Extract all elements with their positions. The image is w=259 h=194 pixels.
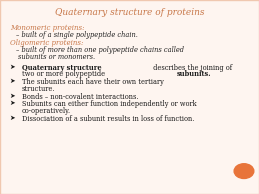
Text: co-operatively.: co-operatively. [22,107,71,115]
Text: Monomeric proteins:: Monomeric proteins: [10,24,85,32]
Text: ➤: ➤ [9,64,15,70]
Text: structure.: structure. [22,85,55,93]
Text: – built of more than one polypeptide chains called: – built of more than one polypeptide cha… [16,46,184,54]
Circle shape [234,164,254,178]
Text: ➤: ➤ [9,78,15,84]
Text: The subunits each have their own tertiary: The subunits each have their own tertiar… [22,78,164,86]
Text: ➤: ➤ [9,100,15,106]
Text: two or more polypeptide: two or more polypeptide [22,70,107,78]
Text: subunits or monomers.: subunits or monomers. [18,53,95,61]
Text: ➤: ➤ [9,115,15,121]
Text: Oligomeric proteins:: Oligomeric proteins: [10,39,84,47]
Text: Dissociation of a subunit results in loss of function.: Dissociation of a subunit results in los… [22,115,195,123]
Text: describes the joining of: describes the joining of [151,64,232,72]
Text: Subunits can either function independently or work: Subunits can either function independent… [22,100,197,108]
Text: Quaternary structure: Quaternary structure [22,64,102,72]
Text: Bonds – non-covalent interactions.: Bonds – non-covalent interactions. [22,93,139,101]
Text: – built of a single polypeptide chain.: – built of a single polypeptide chain. [16,31,138,39]
Text: Quaternary structure of proteins: Quaternary structure of proteins [55,8,204,17]
Text: subunits.: subunits. [177,70,212,78]
Text: ➤: ➤ [9,93,15,99]
